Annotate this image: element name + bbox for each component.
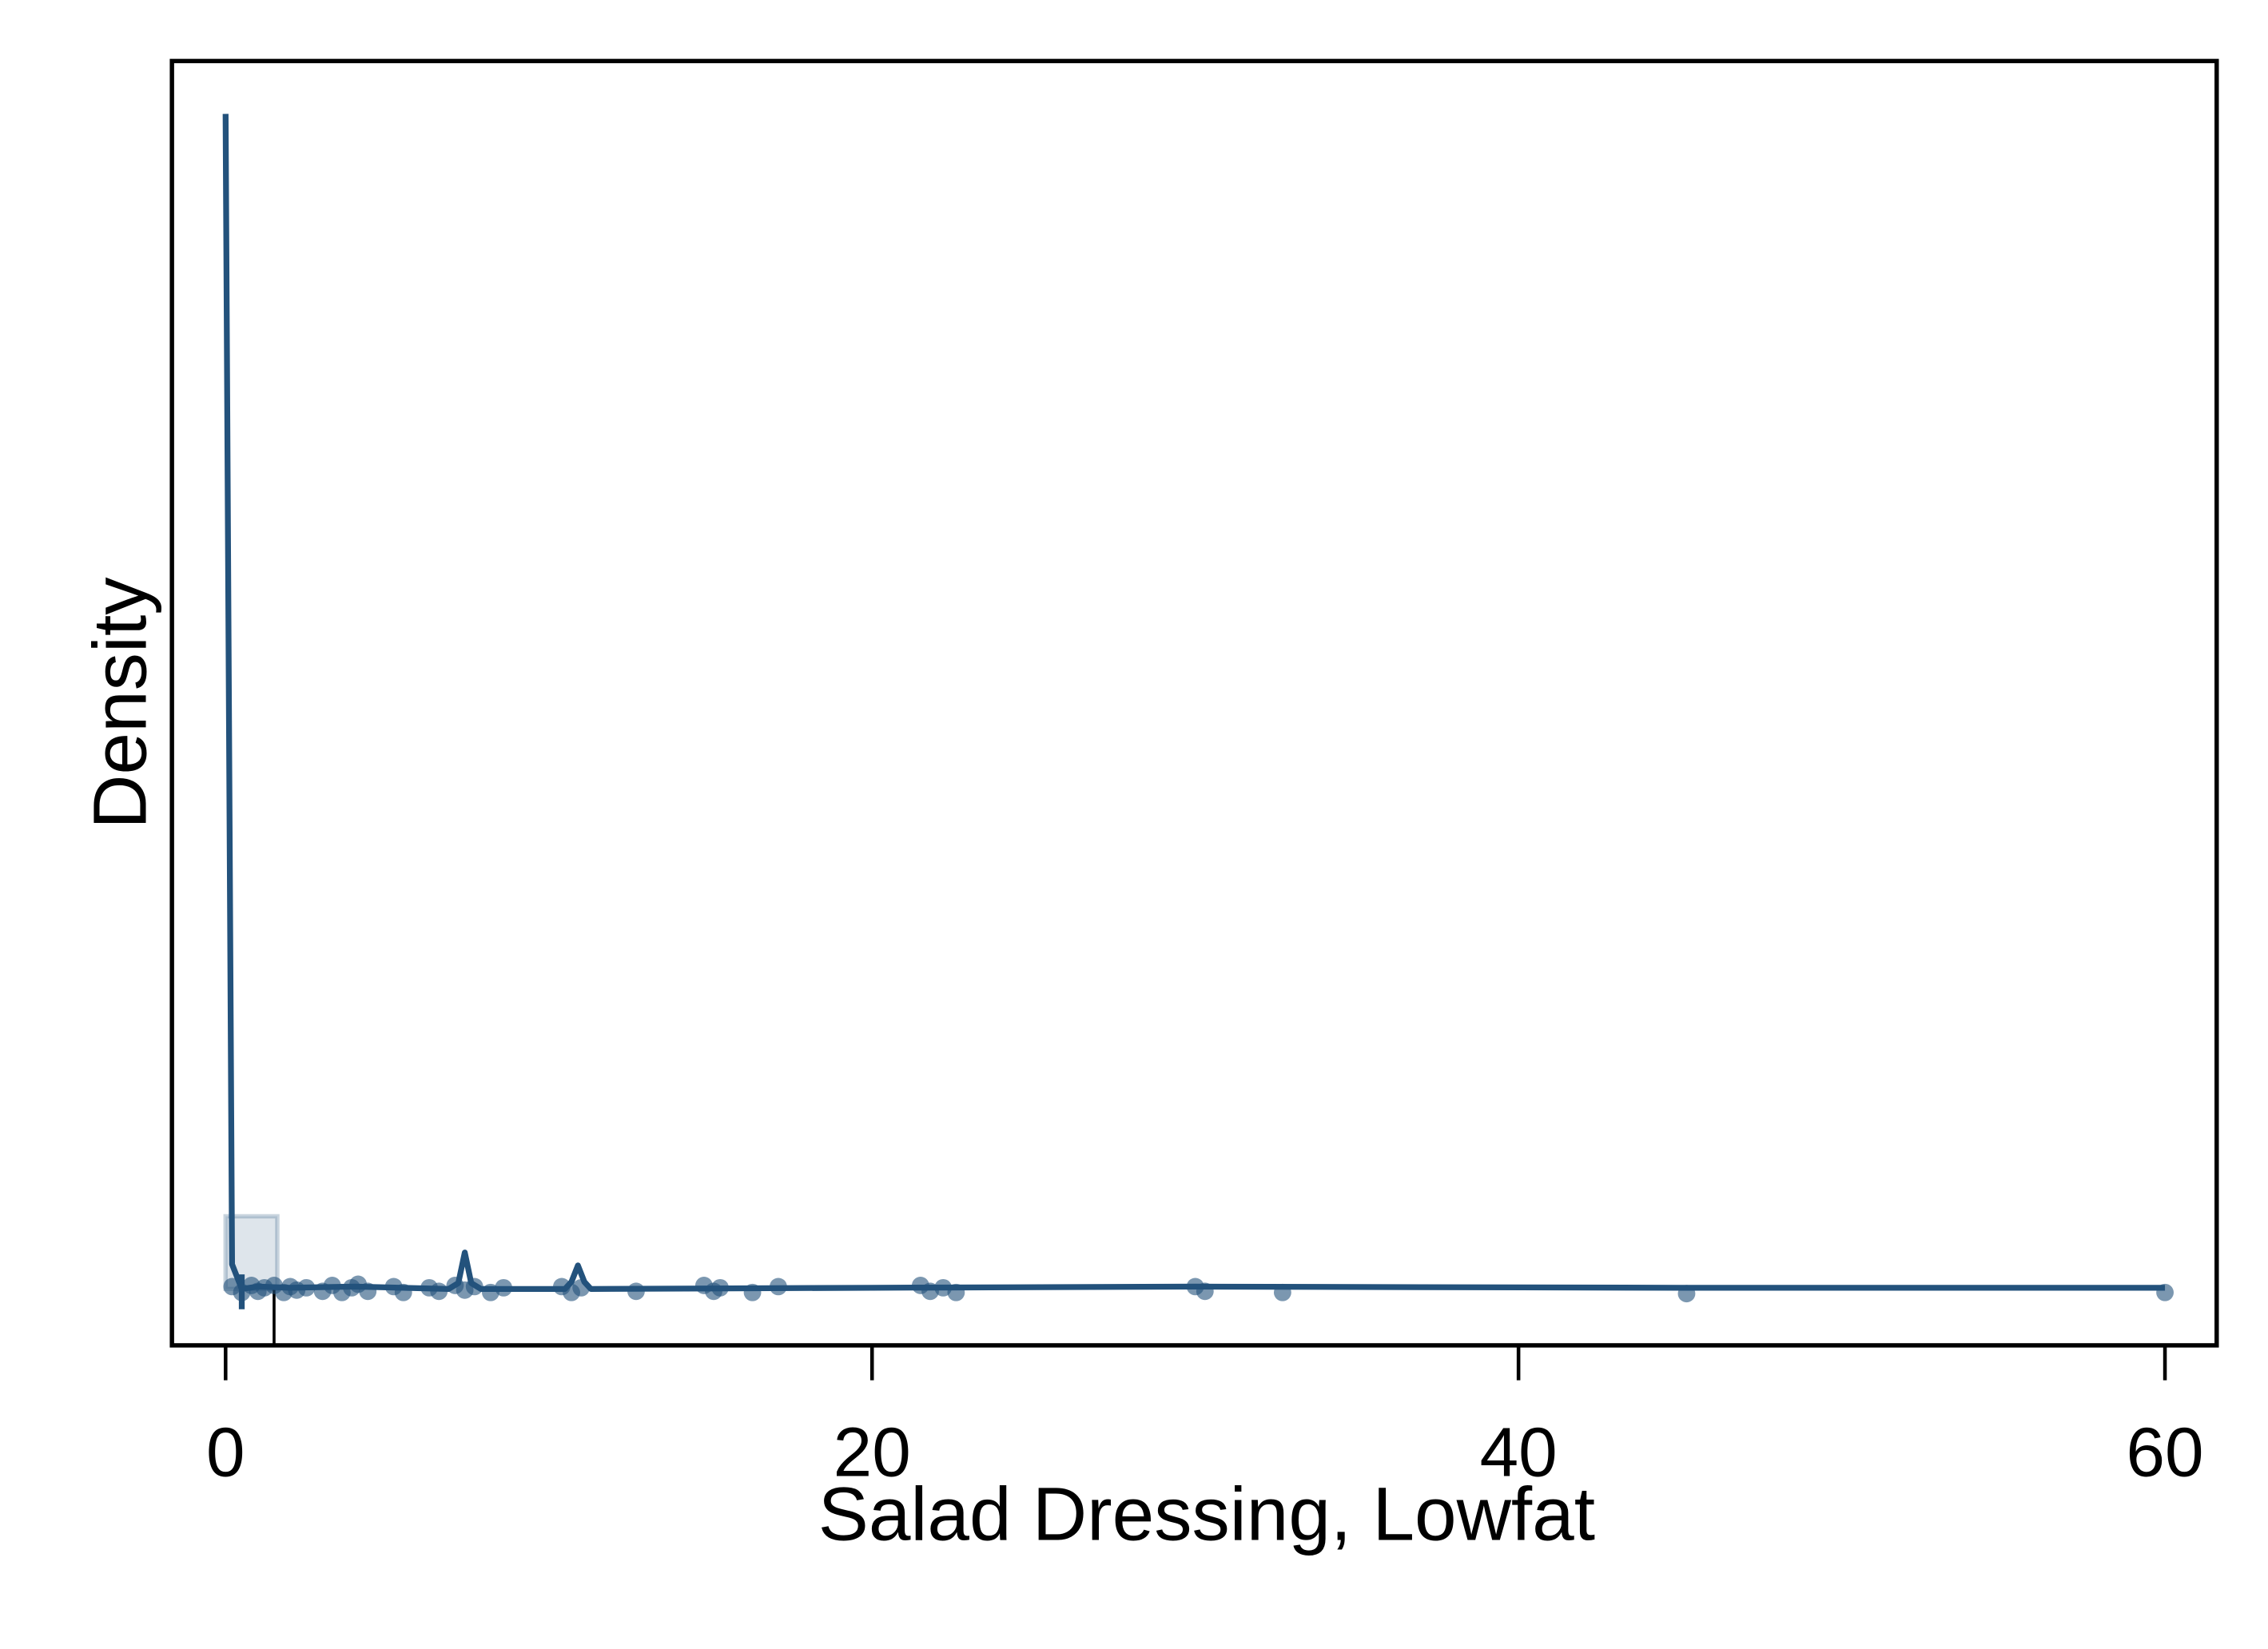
x-axis-title: Salad Dressing, Lowfat bbox=[818, 1472, 1595, 1557]
plot-frame bbox=[169, 58, 2219, 1348]
x-tick-label: 60 bbox=[2127, 1414, 2204, 1492]
density-line bbox=[222, 113, 2166, 1292]
x-tick-label: 40 bbox=[1480, 1414, 1558, 1492]
y-axis-title: Density bbox=[78, 577, 162, 829]
x-tick-label: 0 bbox=[206, 1414, 245, 1492]
x-tick-label: 20 bbox=[834, 1414, 911, 1492]
